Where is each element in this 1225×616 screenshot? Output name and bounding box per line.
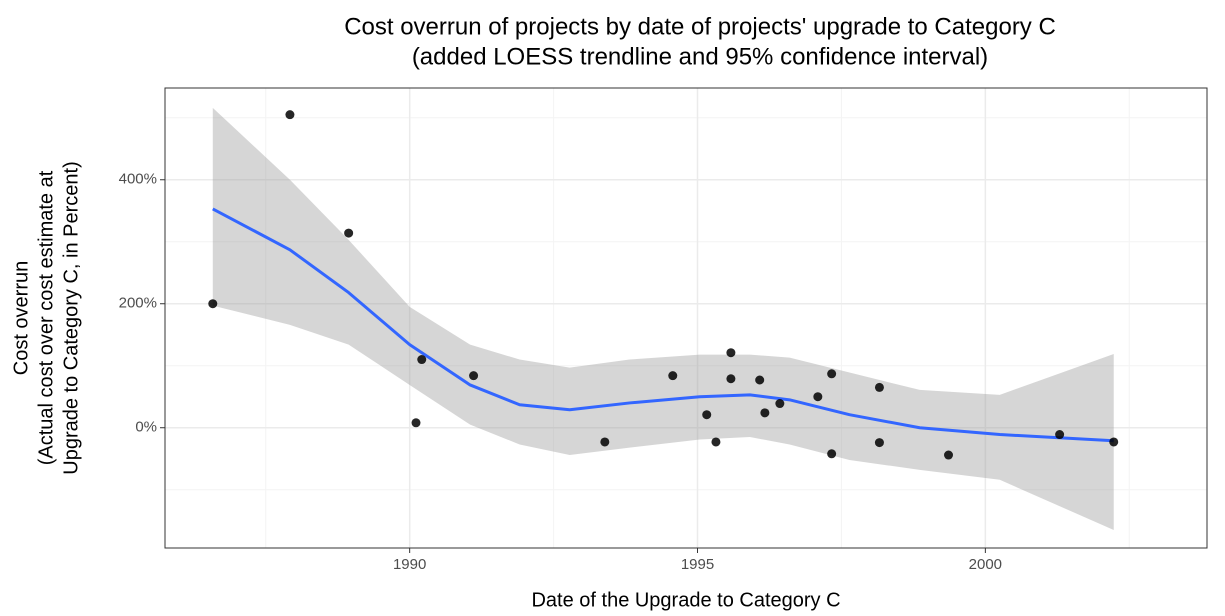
y-tick-label: 200% — [119, 295, 157, 312]
point — [1055, 430, 1065, 440]
x-axis-label: Date of the Upgrade to Category C — [531, 589, 840, 611]
point — [813, 392, 823, 402]
point — [285, 110, 295, 120]
point — [469, 371, 479, 381]
point — [726, 348, 736, 358]
point — [760, 408, 770, 418]
point — [827, 449, 837, 459]
y-tick-label: 0% — [135, 419, 157, 436]
x-tick-label: 1995 — [681, 556, 714, 573]
panel-border — [164, 87, 1208, 549]
point — [1109, 437, 1119, 447]
point — [600, 437, 610, 447]
y-axis-label-line: Upgrade to Category C, in Percent) — [60, 161, 82, 475]
point — [208, 299, 218, 309]
chart-subtitle: (added LOESS trendline and 95% confidenc… — [412, 43, 988, 70]
y-axis-label-line: (Actual cost over cost estimate at — [35, 170, 57, 465]
point — [874, 438, 884, 448]
confidence-band — [212, 107, 1114, 531]
point — [874, 382, 884, 392]
point — [726, 374, 736, 384]
y-axis-label-line: Cost overrun — [10, 261, 32, 376]
point — [702, 410, 712, 420]
point — [711, 437, 721, 447]
x-tick-label: 1990 — [393, 556, 426, 573]
point — [775, 399, 785, 409]
point — [755, 375, 765, 385]
point — [344, 228, 354, 238]
y-tick-label: 400% — [119, 171, 157, 188]
x-tick-label: 2000 — [969, 556, 1002, 573]
chart-title: Cost overrun of projects by date of proj… — [344, 13, 1056, 40]
point — [944, 450, 954, 460]
point — [827, 369, 837, 379]
y-axis-label: Cost overrun (Actual cost over cost esti… — [10, 161, 82, 475]
point — [668, 371, 678, 381]
point — [411, 418, 421, 428]
trend-line — [212, 207, 1114, 443]
point — [417, 355, 427, 365]
